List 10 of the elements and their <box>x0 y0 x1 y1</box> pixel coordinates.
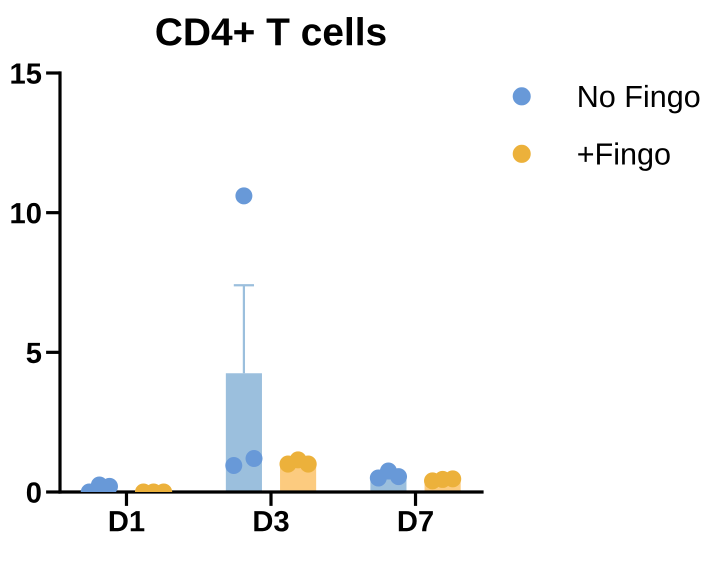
y-tick-label: 10 <box>11 202 41 224</box>
y-tick-label: 0 <box>26 482 41 503</box>
x-tick-label: D1 <box>110 511 144 532</box>
y-tick-label: 5 <box>26 342 42 364</box>
chart-title: CD4+ T cells <box>156 17 386 46</box>
legend-label: No Fingo <box>579 84 700 114</box>
x-tick-label: D3 <box>254 510 289 532</box>
legend-label: +Fingo <box>578 142 670 171</box>
x-tick-label: D7 <box>398 511 433 532</box>
y-tick-label: 15 <box>11 64 42 84</box>
